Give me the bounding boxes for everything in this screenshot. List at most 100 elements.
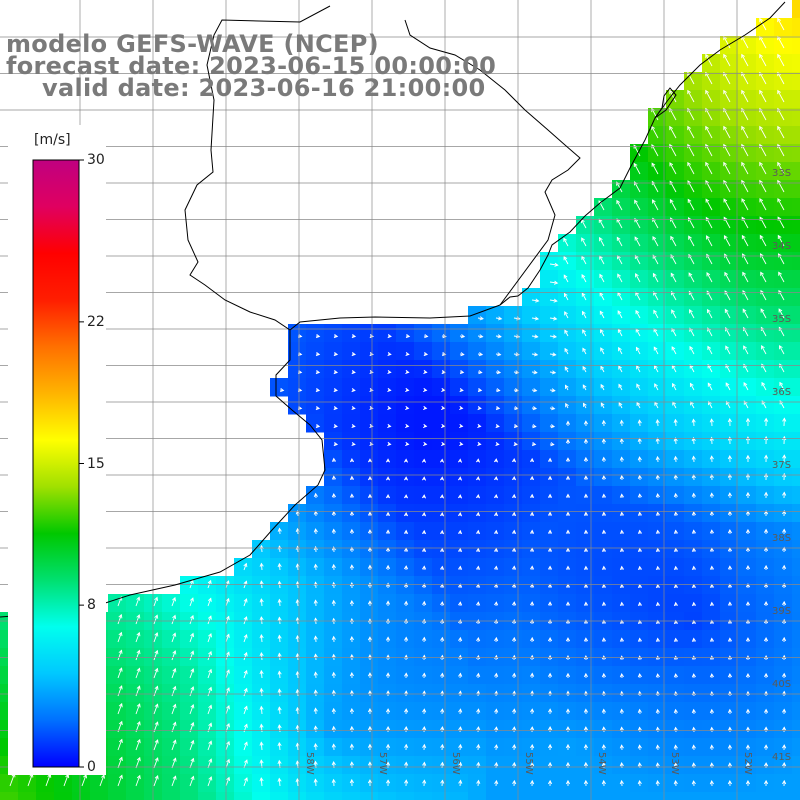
wind-arrow	[759, 71, 767, 85]
wind-arrow	[512, 726, 517, 733]
wind-arrow	[494, 726, 499, 733]
wind-arrow	[189, 668, 195, 679]
wind-speed-cell	[792, 450, 800, 469]
wind-speed-cell	[378, 324, 397, 343]
wind-speed-cell	[450, 486, 469, 505]
wind-arrow	[351, 423, 356, 429]
wind-arrow	[549, 388, 556, 393]
wind-arrow	[385, 600, 391, 607]
wind-arrow	[600, 328, 605, 337]
wind-speed-cell	[738, 72, 757, 91]
wind-arrow	[709, 455, 714, 463]
wind-speed-cell	[774, 792, 793, 800]
wind-speed-cell	[738, 324, 757, 343]
wind-speed-cell	[666, 216, 685, 235]
wind-arrow	[440, 423, 446, 428]
wind-speed-cell	[324, 738, 343, 757]
wind-arrow	[135, 756, 141, 769]
wind-arrow	[404, 690, 409, 697]
wind-speed-cell	[684, 468, 703, 487]
wind-arrow	[565, 438, 571, 445]
wind-speed-cell	[756, 54, 775, 73]
wind-arrow	[671, 290, 677, 301]
wind-speed-cell	[792, 756, 800, 775]
wind-arrow	[403, 476, 409, 481]
wind-speed-cell	[684, 306, 703, 325]
colorbar	[32, 159, 80, 768]
wind-speed-cell	[504, 468, 523, 487]
wind-speed-cell	[396, 432, 415, 451]
wind-speed-cell	[720, 378, 739, 397]
wind-arrow	[207, 686, 213, 697]
wind-arrow	[459, 316, 466, 321]
wind-speed-cell	[450, 540, 469, 559]
wind-arrow	[745, 565, 751, 571]
wind-arrow	[565, 457, 571, 463]
wind-arrow	[634, 236, 641, 247]
wind-arrow	[476, 636, 481, 643]
wind-arrow	[761, 381, 767, 391]
wind-speed-cell	[702, 432, 721, 451]
wind-arrow	[687, 161, 695, 175]
wind-speed-cell	[540, 324, 559, 343]
wind-speed-cell	[720, 792, 739, 800]
wind-speed-cell	[324, 684, 343, 703]
wind-arrow	[777, 89, 785, 103]
wind-arrow	[367, 600, 373, 607]
wind-speed-cell	[702, 306, 721, 325]
wind-arrow	[458, 743, 463, 751]
wind-speed-cell	[684, 342, 703, 361]
wind-arrow	[583, 637, 589, 643]
wind-arrow	[691, 418, 696, 427]
wind-arrow	[440, 672, 445, 679]
wind-arrow	[295, 778, 300, 787]
wind-speed-cell	[432, 468, 451, 487]
wind-speed-cell	[378, 432, 397, 451]
wind-arrow	[619, 744, 624, 751]
wind-arrow	[601, 529, 607, 535]
wind-speed-cell	[576, 306, 595, 325]
wind-speed-cell	[324, 702, 343, 721]
wind-speed-cell	[450, 522, 469, 541]
wind-arrow	[565, 529, 571, 535]
wind-arrow	[404, 725, 409, 733]
wind-speed-cell	[396, 738, 415, 757]
wind-speed-cell	[468, 432, 487, 451]
wind-speed-cell	[738, 450, 757, 469]
wind-arrow	[315, 370, 321, 375]
wind-speed-cell	[432, 432, 451, 451]
wind-arrow	[673, 529, 678, 535]
wind-speed-cell	[756, 180, 775, 199]
wind-speed-cell	[720, 234, 739, 253]
wind-speed-cell	[504, 792, 523, 800]
wind-speed-cell	[342, 396, 361, 415]
wind-speed-cell	[216, 774, 235, 793]
wind-speed-cell	[468, 324, 487, 343]
wind-arrow	[581, 255, 587, 265]
wind-arrow	[760, 271, 767, 283]
wind-arrow	[563, 255, 569, 265]
wind-speed-cell	[702, 126, 721, 145]
wind-speed-cell	[306, 558, 325, 577]
wind-speed-cell	[468, 468, 487, 487]
wind-arrow	[117, 702, 123, 715]
wind-arrow	[655, 726, 660, 733]
title-forecast-date: forecast date: 2023-06-15 00:00:00	[6, 52, 497, 80]
wind-arrow	[385, 672, 391, 679]
wind-arrow	[583, 708, 589, 715]
wind-speed-cell	[378, 378, 397, 397]
wind-speed-cell	[396, 774, 415, 793]
wind-speed-cell	[432, 756, 451, 775]
wind-arrow	[117, 667, 123, 679]
wind-speed-cell	[90, 792, 109, 800]
wind-speed-cell	[612, 378, 631, 397]
wind-arrow	[259, 777, 264, 787]
wind-speed-cell	[306, 594, 325, 613]
wind-speed-cell	[792, 108, 800, 127]
wind-arrow	[495, 388, 501, 393]
wind-speed-cell	[324, 666, 343, 685]
wind-speed-cell	[468, 486, 487, 505]
wind-speed-cell	[360, 378, 379, 397]
wind-speed-cell	[108, 684, 127, 703]
